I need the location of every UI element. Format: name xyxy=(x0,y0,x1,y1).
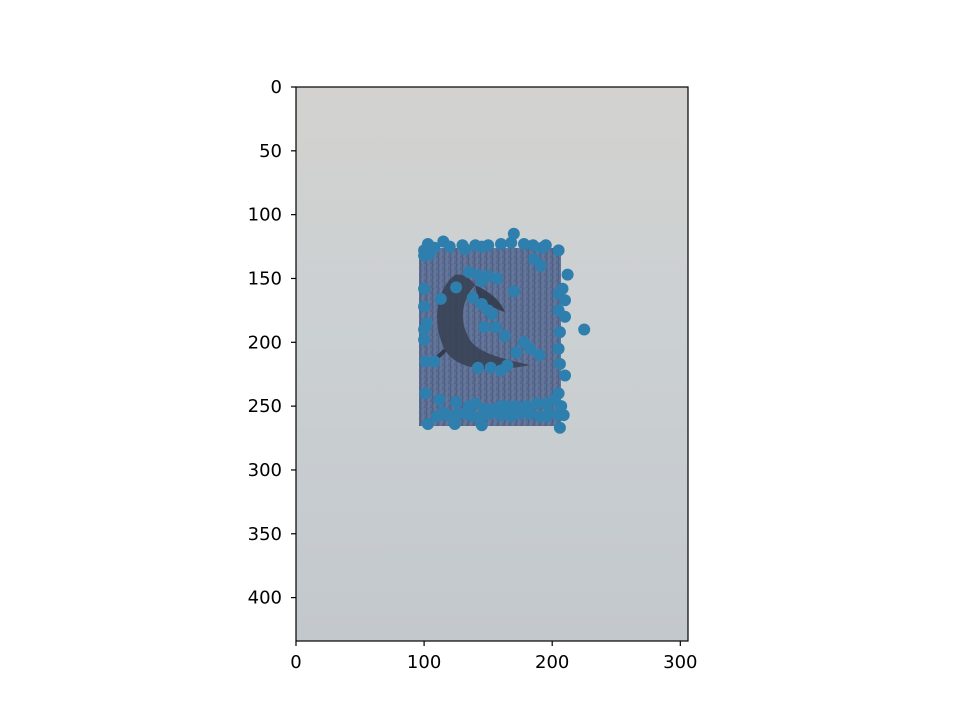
scatter-point xyxy=(498,329,511,342)
x-tick-label: 200 xyxy=(535,652,569,673)
scatter-point xyxy=(552,244,565,257)
y-tick-label: 150 xyxy=(248,268,282,289)
scatter-points xyxy=(418,227,591,434)
scatter-point xyxy=(543,406,556,419)
scatter-point xyxy=(450,396,463,409)
scatter-point xyxy=(495,238,507,250)
scatter-point xyxy=(489,321,502,333)
scatter-point xyxy=(450,281,463,294)
scatter-point xyxy=(462,266,475,279)
plot-area xyxy=(296,87,688,641)
scatter-point xyxy=(418,282,431,295)
scatter-point xyxy=(552,387,565,400)
scatter-point xyxy=(530,397,543,410)
scatter-point xyxy=(578,323,591,336)
y-tick-label: 200 xyxy=(248,332,282,353)
scatter-point xyxy=(505,410,518,423)
scatter-point xyxy=(443,240,456,253)
scatter-point xyxy=(501,359,514,372)
y-tick-label: 400 xyxy=(248,588,282,609)
plot-frame xyxy=(295,86,689,642)
scatter-point xyxy=(420,317,433,330)
scatter-point xyxy=(419,387,432,400)
scatter-point xyxy=(466,291,479,304)
scatter-point xyxy=(555,400,568,413)
x-tick-label: 100 xyxy=(407,652,441,673)
scatter-point xyxy=(495,409,507,422)
scatter-point xyxy=(527,239,539,252)
y-tick-label: 0 xyxy=(271,77,282,98)
scatter-point xyxy=(491,272,504,285)
scatter-point xyxy=(418,333,431,346)
scatter-point xyxy=(466,410,479,423)
y-tick-label: 300 xyxy=(248,460,282,481)
scatter-point xyxy=(559,369,571,382)
scatter-point xyxy=(421,418,434,430)
scatter-point xyxy=(518,238,530,250)
scatter-point xyxy=(434,292,447,305)
scatter-point xyxy=(514,407,527,420)
scatter-point xyxy=(471,361,484,374)
scatter-point xyxy=(561,268,574,281)
scatter-point xyxy=(423,248,436,261)
scatter-point xyxy=(559,310,571,323)
scatter-point xyxy=(524,342,537,355)
scatter-point xyxy=(510,346,523,359)
y-axis-ticks: 0 50 100 150 200 250 300 350 400 xyxy=(248,77,296,609)
scatter-point xyxy=(484,361,497,374)
scatter-point xyxy=(553,326,566,339)
y-tick-label: 350 xyxy=(248,524,282,545)
scatter-point xyxy=(505,236,518,249)
y-tick-label: 250 xyxy=(248,396,282,417)
scatter-point xyxy=(533,349,546,362)
scatter-point xyxy=(418,300,431,313)
scatter-point xyxy=(475,419,488,432)
scatter-point xyxy=(553,421,566,434)
x-tick-label: 0 xyxy=(290,652,301,673)
x-axis-ticks: 0 100 200 300 xyxy=(290,641,697,673)
scatter-point xyxy=(553,358,566,370)
scatter-point xyxy=(536,241,548,254)
scatter-point xyxy=(448,418,461,430)
scatter-point xyxy=(557,409,570,422)
scatter-point xyxy=(428,355,441,368)
scatter-point xyxy=(469,397,482,410)
scatter-point xyxy=(559,294,571,307)
axes: 0 100 200 300 0 50 100 150 200 250 300 350 400 xyxy=(248,77,698,673)
y-tick-label: 50 xyxy=(259,141,282,162)
x-tick-label: 300 xyxy=(663,652,697,673)
scatter-point xyxy=(507,285,520,298)
scatter-point xyxy=(486,308,498,321)
scatter-point xyxy=(552,342,565,355)
scatter-point xyxy=(501,400,514,413)
scatter-point xyxy=(459,243,472,256)
scatter-point xyxy=(419,355,432,368)
scatter-point xyxy=(478,321,491,333)
scatter-point xyxy=(484,407,497,420)
y-tick-label: 100 xyxy=(248,205,282,226)
scatter-point xyxy=(475,240,488,253)
scatter-point xyxy=(433,393,446,406)
scatter-point xyxy=(437,406,450,419)
scatter-point xyxy=(475,275,488,287)
scatter-point xyxy=(523,407,536,420)
scatter-point xyxy=(534,259,547,272)
